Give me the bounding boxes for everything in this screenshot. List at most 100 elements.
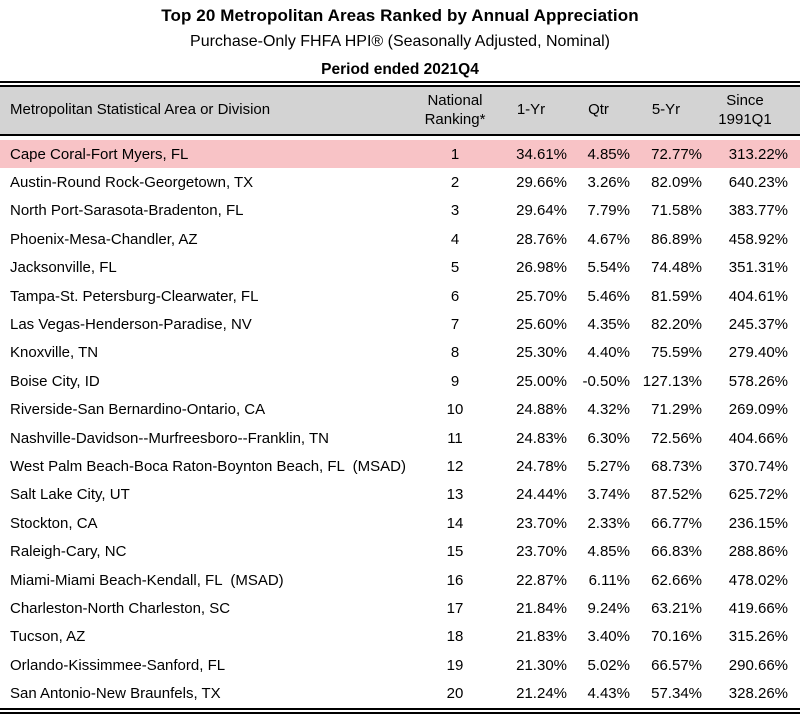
metro-name: Cape Coral-Fort Myers, FL (10, 145, 189, 163)
one-year-appreciation: 25.70% (516, 287, 567, 305)
since-1991q1-appreciation: 578.26% (728, 372, 788, 390)
metro-name: Tucson, AZ (10, 628, 86, 646)
five-year-appreciation: 86.89% (651, 230, 702, 248)
quarter-appreciation: 4.67% (587, 230, 630, 248)
national-ranking-value: 10 (446, 401, 464, 419)
table-row: Riverside-San Bernardino-Ontario, CA 10 … (0, 396, 800, 424)
one-year-appreciation: 21.24% (516, 685, 567, 703)
column-header-qtr: Qtr (588, 101, 609, 119)
since-1991q1-appreciation: 315.26% (728, 628, 788, 646)
five-year-appreciation: 75.59% (651, 344, 702, 362)
five-year-appreciation: 71.29% (651, 401, 702, 419)
table-row: West Palm Beach-Boca Raton-Boynton Beach… (0, 452, 800, 480)
quarter-appreciation: 6.30% (587, 429, 630, 447)
five-year-appreciation: 81.59% (651, 287, 702, 305)
table-row: Nashville-Davidson--Murfreesboro--Frankl… (0, 424, 800, 452)
five-year-appreciation: 127.13% (642, 372, 702, 390)
metro-name: Las Vegas-Henderson-Paradise, NV (10, 316, 252, 334)
table-header-row: Metropolitan Statistical Area or Divisio… (0, 87, 800, 136)
one-year-appreciation: 21.84% (516, 599, 567, 617)
one-year-appreciation: 23.70% (516, 543, 567, 561)
one-year-appreciation: 25.00% (516, 372, 567, 390)
five-year-appreciation: 71.58% (651, 202, 702, 220)
appreciation-table: Metropolitan Statistical Area or Divisio… (0, 81, 800, 714)
since-1991q1-appreciation: 383.77% (728, 202, 788, 220)
table-row: Knoxville, TN 8 25.30% 4.40% 75.59% 279.… (0, 339, 800, 367)
one-year-appreciation: 22.87% (516, 571, 567, 589)
table-row: Cape Coral-Fort Myers, FL 1 34.61% 4.85%… (0, 140, 800, 169)
quarter-appreciation: -0.50% (582, 372, 630, 390)
national-ranking-value: 6 (450, 287, 460, 305)
one-year-appreciation: 24.88% (516, 401, 567, 419)
five-year-appreciation: 63.21% (651, 599, 702, 617)
since-1991q1-appreciation: 313.22% (728, 145, 788, 163)
since-1991q1-appreciation: 404.61% (728, 287, 788, 305)
metro-name: Tampa-St. Petersburg-Clearwater, FL (10, 287, 259, 305)
national-ranking-value: 12 (446, 457, 464, 475)
since-1991q1-appreciation: 328.26% (728, 685, 788, 703)
five-year-appreciation: 70.16% (651, 628, 702, 646)
quarter-appreciation: 3.26% (587, 174, 630, 192)
metro-name: Boise City, ID (10, 372, 100, 390)
five-year-appreciation: 72.77% (651, 145, 702, 163)
metro-name: Austin-Round Rock-Georgetown, TX (10, 174, 254, 192)
national-ranking-value: 4 (450, 230, 460, 248)
five-year-appreciation: 57.34% (651, 685, 702, 703)
metro-name: Stockton, CA (10, 514, 98, 532)
table-row: Miami-Miami Beach-Kendall, FL (MSAD) 16 … (0, 566, 800, 594)
quarter-appreciation: 4.85% (587, 543, 630, 561)
one-year-appreciation: 26.98% (516, 259, 567, 277)
national-ranking-value: 16 (446, 571, 464, 589)
national-ranking-value: 2 (450, 174, 460, 192)
one-year-appreciation: 34.61% (516, 145, 567, 163)
metro-name: Salt Lake City, UT (10, 486, 130, 504)
since-1991q1-appreciation: 288.86% (728, 543, 788, 561)
table-row: North Port-Sarasota-Bradenton, FL 3 29.6… (0, 197, 800, 225)
quarter-appreciation: 3.74% (587, 486, 630, 504)
since-1991q1-appreciation: 370.74% (728, 457, 788, 475)
five-year-appreciation: 66.77% (651, 514, 702, 532)
table-row: San Antonio-New Braunfels, TX 20 21.24% … (0, 679, 800, 707)
one-year-appreciation: 29.64% (516, 202, 567, 220)
quarter-appreciation: 5.46% (587, 287, 630, 305)
one-year-appreciation: 25.60% (516, 316, 567, 334)
five-year-appreciation: 82.09% (651, 174, 702, 192)
national-ranking-value: 14 (446, 514, 464, 532)
five-year-appreciation: 72.56% (651, 429, 702, 447)
quarter-appreciation: 7.79% (587, 202, 630, 220)
table-row: Salt Lake City, UT 13 24.44% 3.74% 87.52… (0, 481, 800, 509)
since-1991q1-appreciation: 279.40% (728, 344, 788, 362)
table-row: Charleston-North Charleston, SC 17 21.84… (0, 594, 800, 622)
metro-name: Raleigh-Cary, NC (10, 543, 127, 561)
column-header-since-1991q1: Since 1991Q1 (718, 91, 772, 128)
since-1991q1-appreciation: 419.66% (728, 599, 788, 617)
quarter-appreciation: 6.11% (588, 571, 630, 589)
quarter-appreciation: 2.33% (587, 514, 630, 532)
metro-name: Phoenix-Mesa-Chandler, AZ (10, 230, 198, 248)
metro-name: West Palm Beach-Boca Raton-Boynton Beach… (10, 457, 406, 475)
one-year-appreciation: 21.30% (516, 656, 567, 674)
quarter-appreciation: 4.43% (587, 685, 630, 703)
metro-name: Orlando-Kissimmee-Sanford, FL (10, 656, 226, 674)
table-row: Boise City, ID 9 25.00% -0.50% 127.13% 5… (0, 367, 800, 395)
national-ranking-value: 1 (450, 145, 460, 163)
metro-name: Knoxville, TN (10, 344, 99, 362)
one-year-appreciation: 24.44% (516, 486, 567, 504)
table-row: Austin-Round Rock-Georgetown, TX 2 29.66… (0, 168, 800, 196)
metro-name: Charleston-North Charleston, SC (10, 599, 231, 617)
table-row: Raleigh-Cary, NC 15 23.70% 4.85% 66.83% … (0, 537, 800, 565)
national-ranking-value: 18 (446, 628, 464, 646)
quarter-appreciation: 4.40% (587, 344, 630, 362)
page-subtitle: Purchase-Only FHFA HPI® (Seasonally Adju… (190, 33, 610, 50)
five-year-appreciation: 62.66% (651, 571, 702, 589)
column-header-metro-area: Metropolitan Statistical Area or Divisio… (10, 101, 271, 119)
table-row: Jacksonville, FL 5 26.98% 5.54% 74.48% 3… (0, 254, 800, 282)
five-year-appreciation: 66.57% (651, 656, 702, 674)
metro-name: San Antonio-New Braunfels, TX (10, 685, 221, 703)
column-header-national-ranking: National Ranking* (424, 91, 486, 128)
table-row: Orlando-Kissimmee-Sanford, FL 19 21.30% … (0, 651, 800, 679)
national-ranking-value: 17 (446, 599, 464, 617)
metro-name: North Port-Sarasota-Bradenton, FL (10, 202, 244, 220)
report-header: Top 20 Metropolitan Areas Ranked by Annu… (0, 0, 800, 81)
